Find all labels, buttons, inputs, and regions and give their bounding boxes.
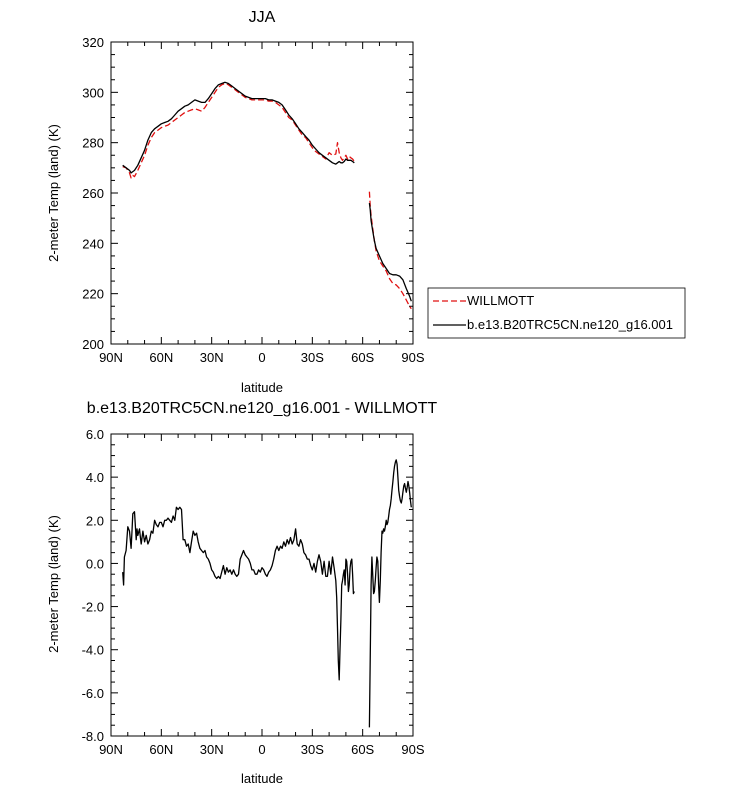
top-ytick-label: 200 bbox=[82, 337, 104, 352]
top-series bbox=[122, 81, 412, 310]
top-xtick-label: 60N bbox=[149, 350, 173, 365]
bottom-xtick-label: 90S bbox=[401, 742, 424, 757]
bottom-xlabel: latitude bbox=[241, 771, 283, 786]
legend-label-willmott: WILLMOTT bbox=[467, 293, 534, 308]
bottom-ytick-label: 6.0 bbox=[86, 427, 104, 442]
bottom-xtick-label: 60N bbox=[149, 742, 173, 757]
bottom-xtick-label: 30S bbox=[301, 742, 324, 757]
legend-box bbox=[427, 287, 686, 339]
top-xtick-label: 60S bbox=[351, 350, 374, 365]
top-series-line-1 bbox=[122, 81, 355, 174]
bottom-xtick-label: 30N bbox=[200, 742, 224, 757]
bottom-panel: b.e13.B20TRC5CN.ne120_g16.001 - WILLMOTT… bbox=[46, 400, 437, 786]
legend: WILLMOTT b.e13.B20TRC5CN.ne120_g16.001 bbox=[427, 287, 686, 339]
bottom-xtick-label: 60S bbox=[351, 742, 374, 757]
bottom-series bbox=[122, 459, 412, 728]
top-plot-frame bbox=[110, 41, 414, 345]
top-ticks: 90N 60N 30N 0 30S 60S 90S 200 220 240 260 280 300 320 bbox=[82, 35, 425, 365]
top-ylabel: 2-meter Temp (land) (K) bbox=[46, 124, 61, 262]
top-ytick-label: 260 bbox=[82, 186, 104, 201]
bottom-xtick-label: 0 bbox=[258, 742, 265, 757]
bottom-title: b.e13.B20TRC5CN.ne120_g16.001 - WILLMOTT bbox=[87, 400, 438, 417]
top-series-line-0 bbox=[122, 82, 355, 179]
bottom-ytick-label: 4.0 bbox=[86, 470, 104, 485]
top-series-line-0 bbox=[368, 191, 412, 310]
top-title: JJA bbox=[249, 9, 276, 26]
top-xtick-label: 90S bbox=[401, 350, 424, 365]
bottom-plot-frame bbox=[110, 433, 414, 737]
top-ytick-label: 240 bbox=[82, 236, 104, 251]
bottom-ytick-label: -8.0 bbox=[82, 729, 104, 744]
bottom-ytick-label: 2.0 bbox=[86, 513, 104, 528]
legend-label-model: b.e13.B20TRC5CN.ne120_g16.001 bbox=[467, 317, 673, 332]
bottom-ytick-label: -4.0 bbox=[82, 643, 104, 658]
bottom-series-line-0 bbox=[122, 506, 355, 681]
bottom-xtick-label: 90N bbox=[99, 742, 123, 757]
bottom-ytick-label: -2.0 bbox=[82, 600, 104, 615]
bottom-ytick-label: -6.0 bbox=[82, 686, 104, 701]
top-ytick-label: 280 bbox=[82, 136, 104, 151]
bottom-ytick-label: 0.0 bbox=[86, 556, 104, 571]
bottom-ylabel: 2-meter Temp (land) (K) bbox=[46, 515, 61, 653]
top-xtick-label: 90N bbox=[99, 350, 123, 365]
top-xlabel: latitude bbox=[241, 380, 283, 395]
top-ytick-label: 300 bbox=[82, 85, 104, 100]
top-ytick-label: 220 bbox=[82, 287, 104, 302]
top-xtick-label: 30S bbox=[301, 350, 324, 365]
bottom-ticks: 90N 60N 30N 0 30S 60S 90S -8.0 -6.0 -4.0 -2.0 0.0 2.… bbox=[82, 427, 425, 757]
top-xtick-label: 0 bbox=[258, 350, 265, 365]
top-series-line-1 bbox=[368, 203, 412, 302]
bottom-series-line-0 bbox=[368, 459, 412, 728]
top-ytick-label: 320 bbox=[82, 35, 104, 50]
top-xtick-label: 30N bbox=[200, 350, 224, 365]
top-panel: JJA 2-meter Temp (land) (K) latitude 90N… bbox=[46, 9, 425, 395]
